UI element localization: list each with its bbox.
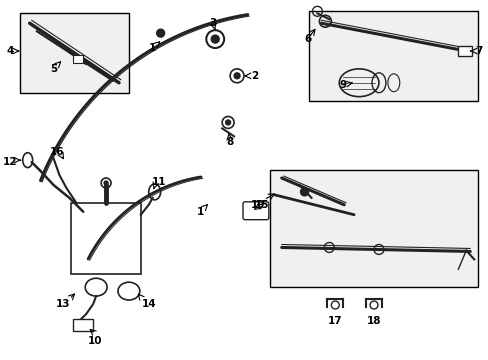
Text: 9: 9: [339, 80, 346, 90]
Bar: [269, 170, 477, 287]
Text: 14: 14: [141, 299, 156, 309]
Circle shape: [225, 120, 230, 125]
Text: 2: 2: [251, 71, 258, 81]
Bar: [73, 55, 83, 63]
Text: 1: 1: [196, 207, 203, 217]
Text: 19: 19: [250, 200, 264, 210]
Circle shape: [104, 181, 108, 185]
Text: 10: 10: [88, 336, 102, 346]
Text: 6: 6: [303, 34, 310, 44]
Circle shape: [211, 35, 219, 43]
Circle shape: [234, 73, 240, 79]
Text: 15: 15: [254, 200, 268, 210]
Text: 7: 7: [474, 46, 482, 56]
Circle shape: [300, 188, 308, 196]
Bar: [309, 11, 477, 100]
Text: 8: 8: [226, 137, 233, 147]
Bar: [20, 13, 129, 93]
Text: 3: 3: [209, 18, 216, 28]
Text: 12: 12: [2, 157, 17, 167]
FancyBboxPatch shape: [243, 202, 268, 220]
Circle shape: [156, 29, 164, 37]
Text: 5: 5: [50, 64, 57, 74]
Bar: [457, 46, 471, 56]
Text: 11: 11: [151, 177, 165, 187]
Text: 16: 16: [50, 147, 64, 157]
Bar: [73, 319, 93, 331]
Text: 13: 13: [56, 299, 70, 309]
Text: 4: 4: [6, 46, 14, 56]
Bar: [71, 203, 141, 274]
Text: 17: 17: [327, 316, 342, 326]
Text: 1: 1: [149, 43, 156, 53]
Text: 18: 18: [366, 316, 381, 326]
